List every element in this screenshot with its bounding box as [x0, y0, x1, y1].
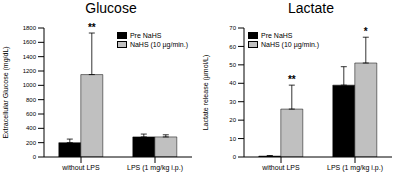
- svg-text:30: 30: [229, 99, 236, 105]
- svg-text:0: 0: [33, 154, 37, 160]
- svg-text:400: 400: [26, 125, 37, 131]
- svg-text:without LPS: without LPS: [261, 164, 300, 171]
- html-text:NaHS (10 µg/min.): NaHS (10 µg/min.): [129, 41, 188, 48]
- svg-text:1400: 1400: [23, 54, 37, 60]
- svg-text:Extracellular Glucose (mg/dL): Extracellular Glucose (mg/dL): [8, 46, 10, 138]
- svg-text:without LPS: without LPS: [61, 164, 100, 171]
- svg-text:LPS (1 mg/kg i.p.): LPS (1 mg/kg i.p.): [127, 164, 183, 172]
- html-text:Glucose: Glucose: [85, 0, 137, 16]
- svg-text:1000: 1000: [23, 82, 37, 88]
- svg-text:*: *: [364, 26, 368, 37]
- svg-text:**: **: [88, 22, 96, 33]
- svg-text:200: 200: [26, 140, 37, 146]
- svg-text:1800: 1800: [23, 25, 37, 31]
- svg-text:1200: 1200: [23, 68, 37, 74]
- svg-text:LPS (1 mg/kg i.p.): LPS (1 mg/kg i.p.): [327, 164, 383, 172]
- html-text:Lactate: Lactate: [288, 0, 334, 16]
- svg-text:10: 10: [229, 136, 236, 142]
- svg-text:40: 40: [229, 80, 236, 86]
- svg-text:**: **: [288, 74, 296, 85]
- svg-text:60: 60: [229, 44, 236, 50]
- svg-text:Lactate release (µmol/L): Lactate release (µmol/L): [202, 55, 210, 131]
- svg-text:1600: 1600: [23, 39, 37, 45]
- svg-text:800: 800: [26, 97, 37, 103]
- svg-text:20: 20: [229, 117, 236, 123]
- svg-text:50: 50: [229, 62, 236, 68]
- svg-text:600: 600: [26, 111, 37, 117]
- html-text:NaHS (10 µg/min.): NaHS (10 µg/min.): [261, 41, 320, 48]
- svg-text:0: 0: [233, 154, 237, 160]
- html-text:Pre NaHS: Pre NaHS: [261, 32, 293, 39]
- html-text:Pre NaHS: Pre NaHS: [129, 32, 162, 39]
- svg-text:70: 70: [229, 25, 236, 31]
